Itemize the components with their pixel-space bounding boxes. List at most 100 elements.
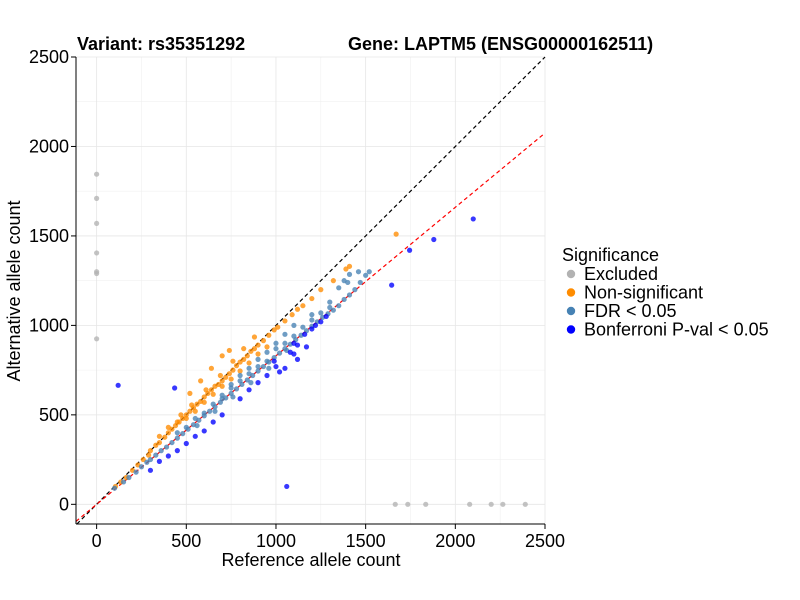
point-fdr-0-05: [201, 410, 207, 416]
point-fdr-0-05: [228, 385, 234, 391]
chart-title-gene: Gene: LAPTM5 (ENSG00000162511): [348, 34, 653, 54]
point-non-significant: [219, 383, 225, 389]
point-fdr-0-05: [273, 340, 279, 346]
point-non-significant: [201, 394, 207, 400]
point-fdr-0-05: [276, 350, 283, 356]
point-bonferroni-p-val-0-05: [303, 344, 310, 350]
legend-swatch: [566, 306, 576, 316]
point-non-significant: [203, 387, 209, 393]
point-excluded: [405, 501, 411, 507]
point-non-significant: [192, 408, 198, 414]
point-bonferroni-p-val-0-05: [273, 363, 279, 370]
y-tick-label: 2500: [29, 47, 69, 67]
point-fdr-0-05: [363, 272, 369, 278]
point-bonferroni-p-val-0-05: [237, 396, 243, 402]
grid-lines: [76, 56, 546, 524]
point-bonferroni-p-val-0-05: [201, 428, 207, 434]
point-bonferroni-p-val-0-05: [192, 433, 198, 439]
point-non-significant: [294, 306, 301, 312]
point-fdr-0-05: [273, 346, 279, 352]
y-tick-label: 1000: [29, 315, 69, 335]
point-fdr-0-05: [138, 464, 145, 470]
point-fdr-0-05: [255, 368, 261, 374]
point-bonferroni-p-val-0-05: [255, 380, 261, 386]
point-non-significant: [189, 402, 195, 408]
point-fdr-0-05: [336, 303, 342, 309]
point-non-significant: [228, 376, 234, 382]
point-fdr-0-05: [266, 365, 272, 371]
point-bonferroni-p-val-0-05: [312, 322, 319, 328]
point-non-significant: [289, 312, 295, 318]
point-fdr-0-05: [264, 349, 270, 355]
point-non-significant: [343, 266, 349, 272]
point-bonferroni-p-val-0-05: [246, 387, 252, 393]
point-fdr-0-05: [366, 269, 372, 275]
point-bonferroni-p-val-0-05: [183, 440, 189, 447]
point-fdr-0-05: [282, 340, 288, 346]
point-bonferroni-p-val-0-05: [210, 419, 216, 425]
point-non-significant: [156, 433, 162, 439]
point-fdr-0-05: [255, 363, 261, 370]
point-fdr-0-05: [183, 424, 189, 430]
point-excluded: [467, 501, 473, 507]
point-bonferroni-p-val-0-05: [291, 351, 297, 357]
x-tick-label: 2000: [435, 531, 475, 551]
point-fdr-0-05: [291, 322, 297, 328]
point-non-significant: [165, 430, 171, 436]
point-non-significant: [156, 439, 162, 446]
point-non-significant: [318, 287, 324, 293]
x-tick-label: 2500: [525, 531, 565, 551]
point-non-significant: [309, 295, 315, 302]
y-tick-label: 2000: [29, 136, 69, 156]
point-bonferroni-p-val-0-05: [156, 458, 162, 464]
point-non-significant: [208, 387, 215, 393]
point-non-significant: [219, 378, 225, 384]
point-excluded: [522, 501, 528, 507]
point-fdr-0-05: [309, 312, 315, 318]
point-fdr-0-05: [163, 444, 170, 450]
point-fdr-0-05: [327, 304, 333, 311]
point-bonferroni-p-val-0-05: [318, 319, 324, 325]
x-tick-label: 1500: [346, 531, 386, 551]
point-fdr-0-05: [318, 310, 324, 316]
point-non-significant: [210, 391, 216, 397]
point-non-significant: [162, 434, 168, 440]
point-bonferroni-p-val-0-05: [165, 453, 171, 459]
point-non-significant: [266, 332, 272, 338]
reference-line-identity: [76, 56, 546, 525]
point-fdr-0-05: [260, 363, 267, 370]
x-tick-label: 500: [171, 531, 201, 551]
point-excluded: [392, 501, 398, 507]
point-fdr-0-05: [330, 307, 336, 313]
point-non-significant: [226, 347, 232, 354]
point-fdr-0-05: [174, 435, 180, 441]
point-non-significant: [246, 360, 252, 366]
point-bonferroni-p-val-0-05: [174, 448, 180, 454]
point-bonferroni-p-val-0-05: [284, 483, 290, 490]
point-non-significant: [241, 356, 247, 362]
legend-label: FDR < 0.05: [584, 301, 677, 321]
point-fdr-0-05: [346, 271, 353, 277]
point-bonferroni-p-val-0-05: [406, 247, 413, 253]
point-excluded: [488, 501, 494, 507]
point-non-significant: [198, 378, 204, 384]
legend-swatch: [566, 288, 576, 297]
point-fdr-0-05: [237, 378, 243, 384]
point-non-significant: [174, 419, 180, 425]
point-non-significant: [255, 351, 261, 357]
legend: Significance ExcludedNon-significantFDR …: [562, 245, 769, 340]
point-non-significant: [233, 363, 240, 369]
data-points: [94, 171, 528, 507]
point-bonferroni-p-val-0-05: [389, 282, 395, 288]
point-fdr-0-05: [180, 431, 186, 437]
point-fdr-0-05: [230, 394, 236, 400]
point-fdr-0-05: [248, 380, 254, 386]
point-fdr-0-05: [192, 415, 198, 422]
point-bonferroni-p-val-0-05: [323, 313, 329, 320]
point-fdr-0-05: [327, 299, 333, 305]
point-excluded: [94, 195, 100, 201]
point-non-significant: [226, 371, 232, 377]
point-non-significant: [153, 442, 159, 448]
point-fdr-0-05: [158, 448, 164, 454]
